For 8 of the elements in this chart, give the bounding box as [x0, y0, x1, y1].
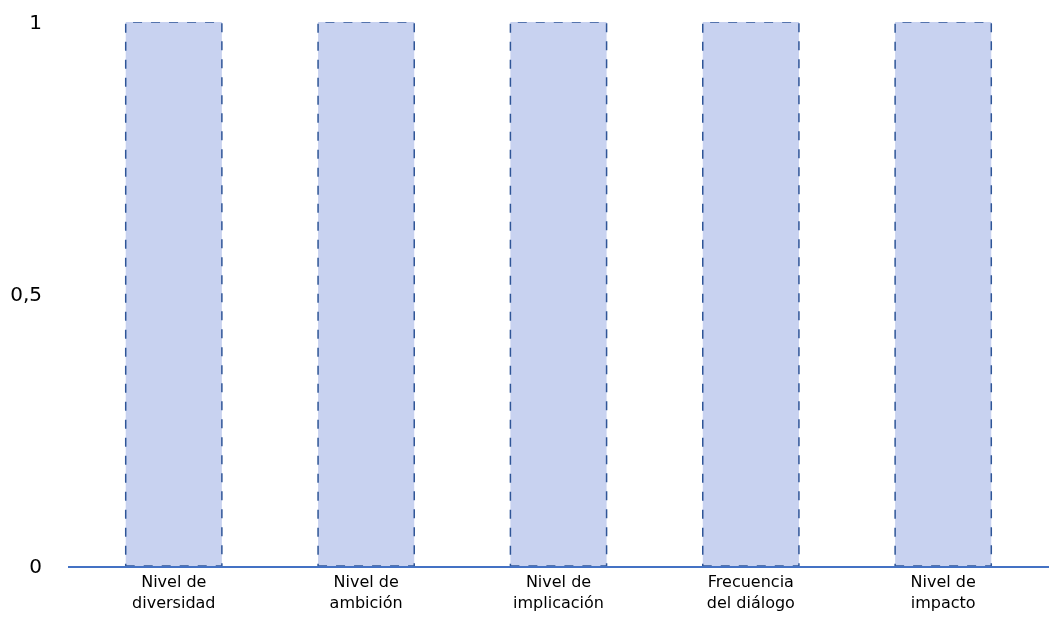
y-tick-label: 0,5: [10, 282, 42, 306]
x-tick-label: Nivel de impacto: [910, 572, 976, 612]
x-tick-label: Frecuencia del diálogo: [706, 572, 795, 612]
x-tick-label: Nivel de diversidad: [132, 572, 216, 612]
x-tick-label: Nivel de ambición: [329, 572, 403, 612]
y-tick-label: 0: [29, 554, 42, 578]
x-tick-label: Nivel de implicación: [513, 572, 604, 612]
y-tick-label: 1: [29, 10, 42, 34]
